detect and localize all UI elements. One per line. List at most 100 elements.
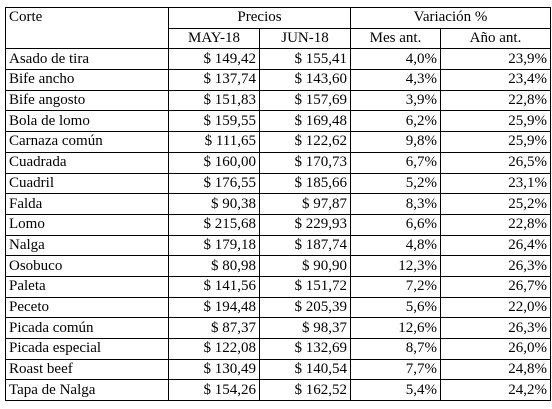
table-row: Cuadril $ 176,55 $ 185,66 5,2% 23,1% bbox=[5, 172, 552, 195]
cell-var-anio: 25,2% bbox=[440, 193, 552, 215]
cell-corte: Bife ancho bbox=[5, 69, 169, 91]
cell-price-may: $ 90,38 bbox=[168, 193, 260, 215]
table-row: Asado de tira $ 149,42 $ 155,41 4,0% 23,9% bbox=[5, 48, 552, 71]
table-row: Bola de lomo $ 159,55 $ 169,48 6,2% 25,9% bbox=[5, 110, 552, 133]
cell-var-mes: 12,6% bbox=[350, 317, 442, 339]
cell-corte: Bola de lomo bbox=[5, 110, 169, 133]
cell-price-jun: $ 229,93 bbox=[258, 213, 352, 236]
cell-price-may: $ 149,42 bbox=[168, 48, 260, 71]
cell-var-anio: 24,2% bbox=[440, 379, 552, 402]
table-row: Roast beef $ 130,49 $ 140,54 7,7% 24,8% bbox=[5, 358, 552, 381]
cell-corte: Nalga bbox=[5, 234, 169, 257]
cell-price-may: $ 179,18 bbox=[168, 234, 260, 257]
cell-price-jun: $ 140,54 bbox=[258, 358, 352, 381]
cell-var-mes: 9,8% bbox=[350, 131, 442, 153]
cell-var-mes: 5,6% bbox=[350, 296, 442, 319]
cell-var-mes: 6,7% bbox=[350, 151, 442, 174]
cell-var-anio: 26,5% bbox=[440, 151, 552, 174]
table-row: Picada común $ 87,37 $ 98,37 12,6% 26,3% bbox=[5, 317, 552, 339]
cell-price-may: $ 159,55 bbox=[168, 110, 260, 133]
cell-price-jun: $ 97,87 bbox=[258, 193, 352, 215]
cell-price-may: $ 87,37 bbox=[168, 317, 260, 339]
cell-var-mes: 7,2% bbox=[350, 275, 442, 298]
cell-corte: Peceto bbox=[5, 296, 169, 319]
cell-var-anio: 26,0% bbox=[440, 338, 552, 360]
cell-var-anio: 26,3% bbox=[440, 317, 552, 339]
header-anio-ant: Año ant. bbox=[440, 27, 552, 50]
cell-price-jun: $ 205,39 bbox=[258, 296, 352, 319]
cell-price-may: $ 80,98 bbox=[168, 255, 260, 277]
cell-price-jun: $ 169,48 bbox=[258, 110, 352, 133]
table-row: Paleta $ 141,56 $ 151,72 7,2% 26,7% bbox=[5, 275, 552, 298]
cell-var-anio: 22,8% bbox=[440, 89, 552, 112]
cell-var-mes: 6,6% bbox=[350, 213, 442, 236]
cell-var-mes: 5,4% bbox=[350, 379, 442, 402]
cell-corte: Lomo bbox=[5, 213, 169, 236]
cell-price-jun: $ 122,62 bbox=[258, 131, 352, 153]
cell-var-mes: 6,2% bbox=[350, 110, 442, 133]
cell-var-anio: 26,3% bbox=[440, 255, 552, 277]
cell-price-jun: $ 187,74 bbox=[258, 234, 352, 257]
header-may-18: MAY-18 bbox=[168, 27, 260, 50]
cell-var-mes: 4,0% bbox=[350, 48, 442, 71]
cell-price-may: $ 111,65 bbox=[168, 131, 260, 153]
table-row: Peceto $ 194,48 $ 205,39 5,6% 22,0% bbox=[5, 296, 552, 319]
header-corte: Corte bbox=[5, 6, 169, 50]
cell-corte: Falda bbox=[5, 193, 169, 215]
cell-price-may: $ 137,74 bbox=[168, 69, 260, 91]
cell-price-may: $ 141,56 bbox=[168, 275, 260, 298]
table-row: Osobuco $ 80,98 $ 90,90 12,3% 26,3% bbox=[5, 255, 552, 277]
cell-corte: Roast beef bbox=[5, 358, 169, 381]
cell-price-jun: $ 143,60 bbox=[258, 69, 352, 91]
cell-price-jun: $ 170,73 bbox=[258, 151, 352, 174]
cell-var-anio: 25,9% bbox=[440, 110, 552, 133]
table-row: Cuadrada $ 160,00 $ 170,73 6,7% 26,5% bbox=[5, 151, 552, 174]
cell-var-anio: 26,4% bbox=[440, 234, 552, 257]
cell-var-anio: 23,9% bbox=[440, 48, 552, 71]
cell-price-jun: $ 185,66 bbox=[258, 172, 352, 195]
price-table: Corte Precios Variación % MAY-18 JUN-18 … bbox=[5, 6, 552, 402]
header-mes-ant: Mes ant. bbox=[350, 27, 442, 50]
cell-price-may: $ 160,00 bbox=[168, 151, 260, 174]
cell-corte: Cuadrada bbox=[5, 151, 169, 174]
cell-corte: Asado de tira bbox=[5, 48, 169, 71]
table-row: Bife ancho $ 137,74 $ 143,60 4,3% 23,4% bbox=[5, 69, 552, 91]
cell-corte: Bife angosto bbox=[5, 89, 169, 112]
table-row: Carnaza común $ 111,65 $ 122,62 9,8% 25,9% bbox=[5, 131, 552, 153]
cell-var-anio: 22,8% bbox=[440, 213, 552, 236]
cell-price-jun: $ 151,72 bbox=[258, 275, 352, 298]
cell-price-may: $ 122,08 bbox=[168, 338, 260, 360]
header-precios: Precios bbox=[167, 7, 352, 29]
cell-corte: Cuadril bbox=[5, 172, 169, 195]
cell-price-may: $ 130,49 bbox=[168, 358, 260, 381]
cell-var-anio: 24,8% bbox=[440, 358, 552, 381]
header-row-top: Corte Precios Variación % bbox=[5, 6, 552, 50]
cell-var-anio: 26,7% bbox=[440, 275, 552, 298]
table-row: Picada especial $ 122,08 $ 132,69 8,7% 26,0% bbox=[5, 338, 552, 360]
cell-price-may: $ 176,55 bbox=[168, 172, 260, 195]
table-row: Bife angosto $ 151,83 $ 157,69 3,9% 22,8% bbox=[5, 89, 552, 112]
cell-var-mes: 4,8% bbox=[350, 234, 442, 257]
cell-var-mes: 12,3% bbox=[350, 255, 442, 277]
table-row: Falda $ 90,38 $ 97,87 8,3% 25,2% bbox=[5, 193, 552, 215]
cell-var-mes: 8,3% bbox=[350, 193, 442, 215]
cell-price-jun: $ 90,90 bbox=[258, 255, 352, 277]
header-jun-18: JUN-18 bbox=[258, 27, 352, 50]
cell-var-anio: 25,9% bbox=[440, 131, 552, 153]
cell-var-anio: 23,1% bbox=[440, 172, 552, 195]
cell-price-jun: $ 132,69 bbox=[258, 338, 352, 360]
cell-price-may: $ 151,83 bbox=[168, 89, 260, 112]
cell-var-mes: 5,2% bbox=[350, 172, 442, 195]
cell-price-jun: $ 155,41 bbox=[258, 48, 352, 71]
cell-var-mes: 3,9% bbox=[350, 89, 442, 112]
cell-corte: Picada especial bbox=[5, 338, 169, 360]
cell-corte: Carnaza común bbox=[5, 131, 169, 153]
cell-var-mes: 4,3% bbox=[350, 69, 442, 91]
table-row: Nalga $ 179,18 $ 187,74 4,8% 26,4% bbox=[5, 234, 552, 257]
cell-corte: Picada común bbox=[5, 317, 169, 339]
table-body: Asado de tira $ 149,42 $ 155,41 4,0% 23,9% Bi… bbox=[5, 48, 552, 402]
cell-corte: Osobuco bbox=[5, 255, 169, 277]
cell-price-may: $ 194,48 bbox=[168, 296, 260, 319]
cell-price-jun: $ 157,69 bbox=[258, 89, 352, 112]
table-row: Tapa de Nalga $ 154,26 $ 162,52 5,4% 24,2% bbox=[5, 379, 552, 402]
